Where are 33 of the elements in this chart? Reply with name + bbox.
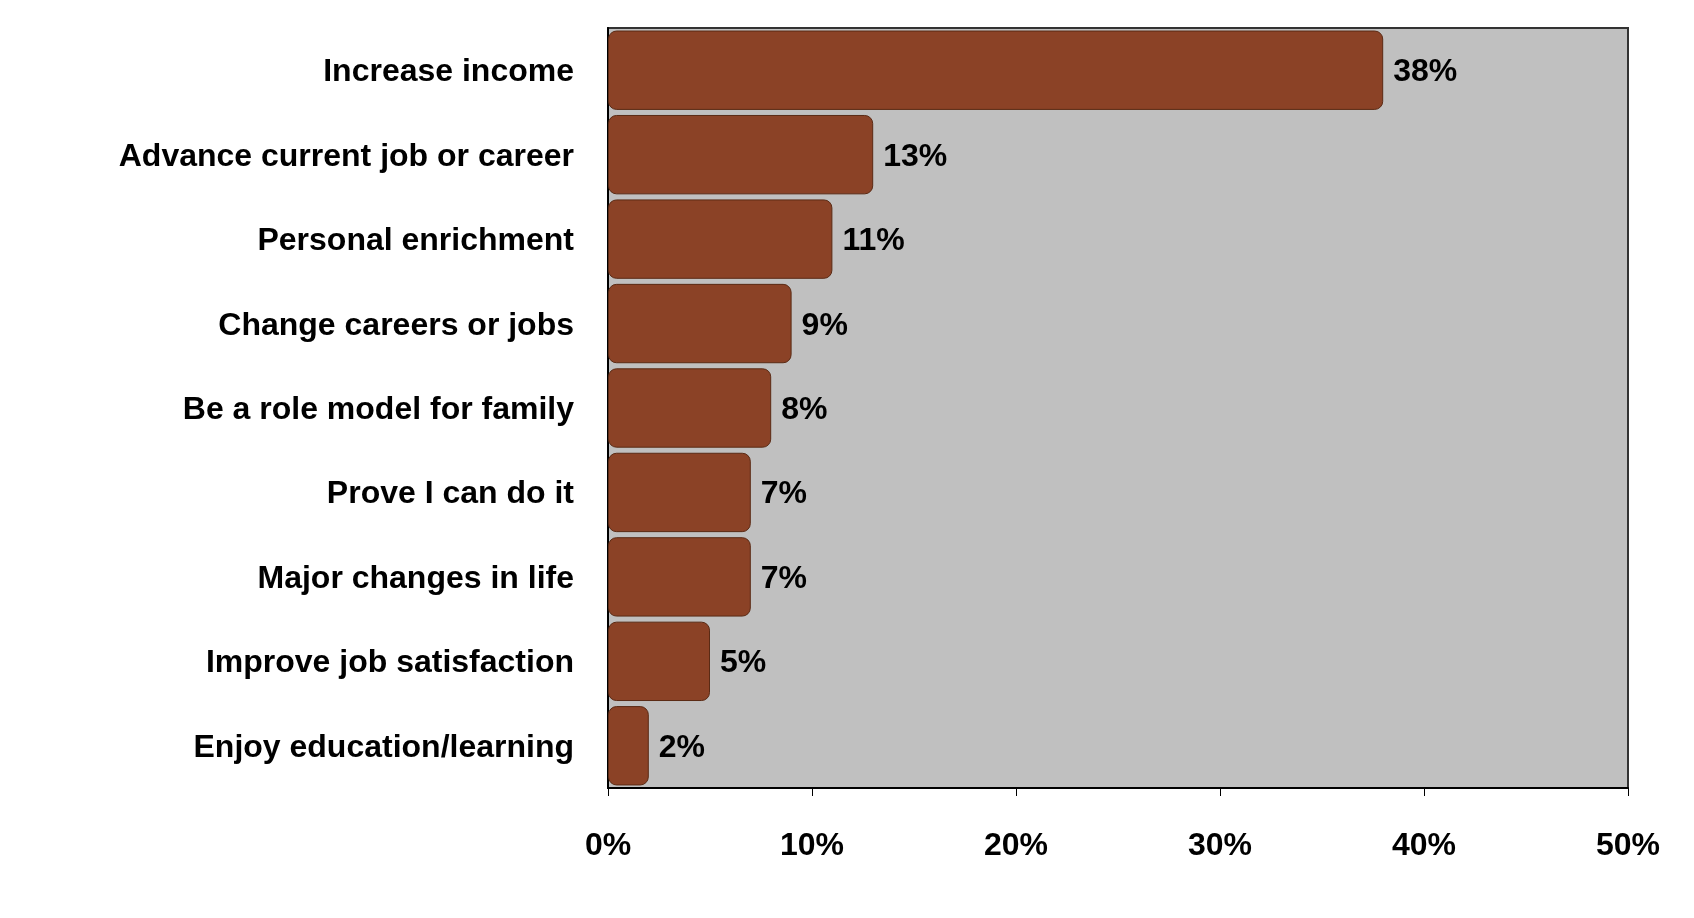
x-tick-label: 10% <box>779 826 845 862</box>
y-tick-label: Enjoy education/learning <box>193 727 574 764</box>
y-tick-label: Improve job satisfaction <box>205 643 574 680</box>
x-tick-label: 30% <box>1187 826 1253 862</box>
x-tick-label: 20% <box>983 826 1049 862</box>
y-tick-label: Major changes in life <box>257 558 574 595</box>
bar <box>608 368 772 448</box>
x-tick-label: 0% <box>584 826 632 862</box>
bar <box>608 452 751 533</box>
data-label: 7% <box>760 558 808 595</box>
data-label: 8% <box>781 390 828 426</box>
data-label: 11% <box>842 221 905 258</box>
y-tick-label: Increase income <box>323 52 574 89</box>
y-tick-label: Prove I can do it <box>326 474 575 511</box>
y-tick-label: Advance current job or career <box>118 136 574 173</box>
data-label: 2% <box>658 727 706 764</box>
data-label: 7% <box>760 474 808 511</box>
data-label: 13% <box>883 136 948 173</box>
bar <box>608 283 792 364</box>
x-tick-label: 40% <box>1391 826 1457 862</box>
bar <box>608 621 710 702</box>
bar <box>608 706 649 786</box>
y-tick-label: Change careers or jobs <box>218 305 574 342</box>
data-label: 38% <box>1393 52 1458 89</box>
x-tick-label: 50% <box>1595 826 1661 862</box>
data-label: 5% <box>720 643 767 680</box>
bar <box>608 199 833 279</box>
bar <box>608 114 874 195</box>
y-tick-label: Personal enrichment <box>257 221 575 258</box>
bar <box>608 30 1384 110</box>
data-label: 9% <box>801 305 848 342</box>
y-tick-label: Be a role model for family <box>182 390 575 426</box>
bar <box>608 537 751 617</box>
